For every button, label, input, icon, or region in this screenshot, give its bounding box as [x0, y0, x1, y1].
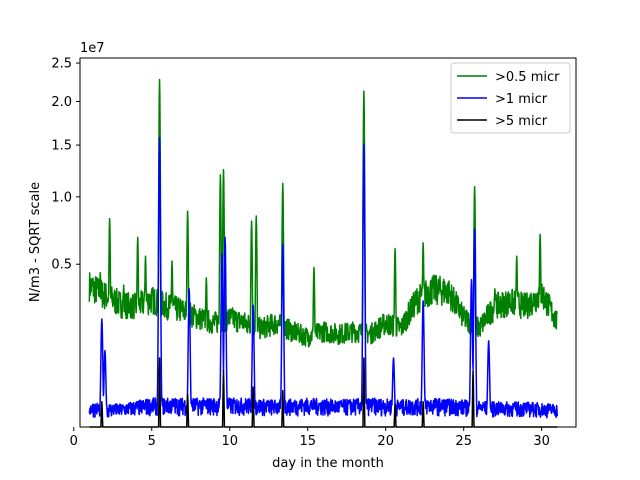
- legend: >0.5 micr >1 micr >5 micr: [450, 62, 571, 134]
- series-line-0: [88, 78, 558, 348]
- y-tick-label: 2.0: [51, 95, 72, 110]
- x-tick-label: 5: [148, 434, 156, 449]
- x-axis-label: day in the month: [272, 456, 384, 471]
- plot-frame: [79, 57, 577, 428]
- x-tick-label: 15: [299, 434, 316, 449]
- y-tick-label: 1.0: [51, 190, 72, 205]
- x-axis: 0 5 10 15 20 25 30: [70, 427, 550, 449]
- series-line-1: [88, 136, 559, 419]
- legend-label-0: >0.5 micr: [495, 70, 560, 85]
- y-tick-label: 0.5: [51, 258, 72, 273]
- x-tick-label: 10: [221, 434, 238, 449]
- legend-label-1: >1 micr: [495, 92, 548, 107]
- y-axis: 0.5 1.0 1.5 2.0 2.5: [51, 57, 80, 273]
- y-offset-text: 1e7: [80, 41, 105, 56]
- legend-box: [450, 62, 571, 134]
- x-tick-label: 30: [533, 434, 550, 449]
- x-tick-label: 25: [455, 434, 472, 449]
- x-tick-label: 0: [70, 434, 78, 449]
- y-axis-label: N/m3 - SQRT scale: [28, 182, 43, 302]
- legend-label-2: >5 micr: [495, 114, 548, 129]
- x-tick-label: 20: [377, 434, 394, 449]
- y-tick-label: 2.5: [51, 57, 72, 72]
- y-tick-label: 1.5: [51, 139, 72, 154]
